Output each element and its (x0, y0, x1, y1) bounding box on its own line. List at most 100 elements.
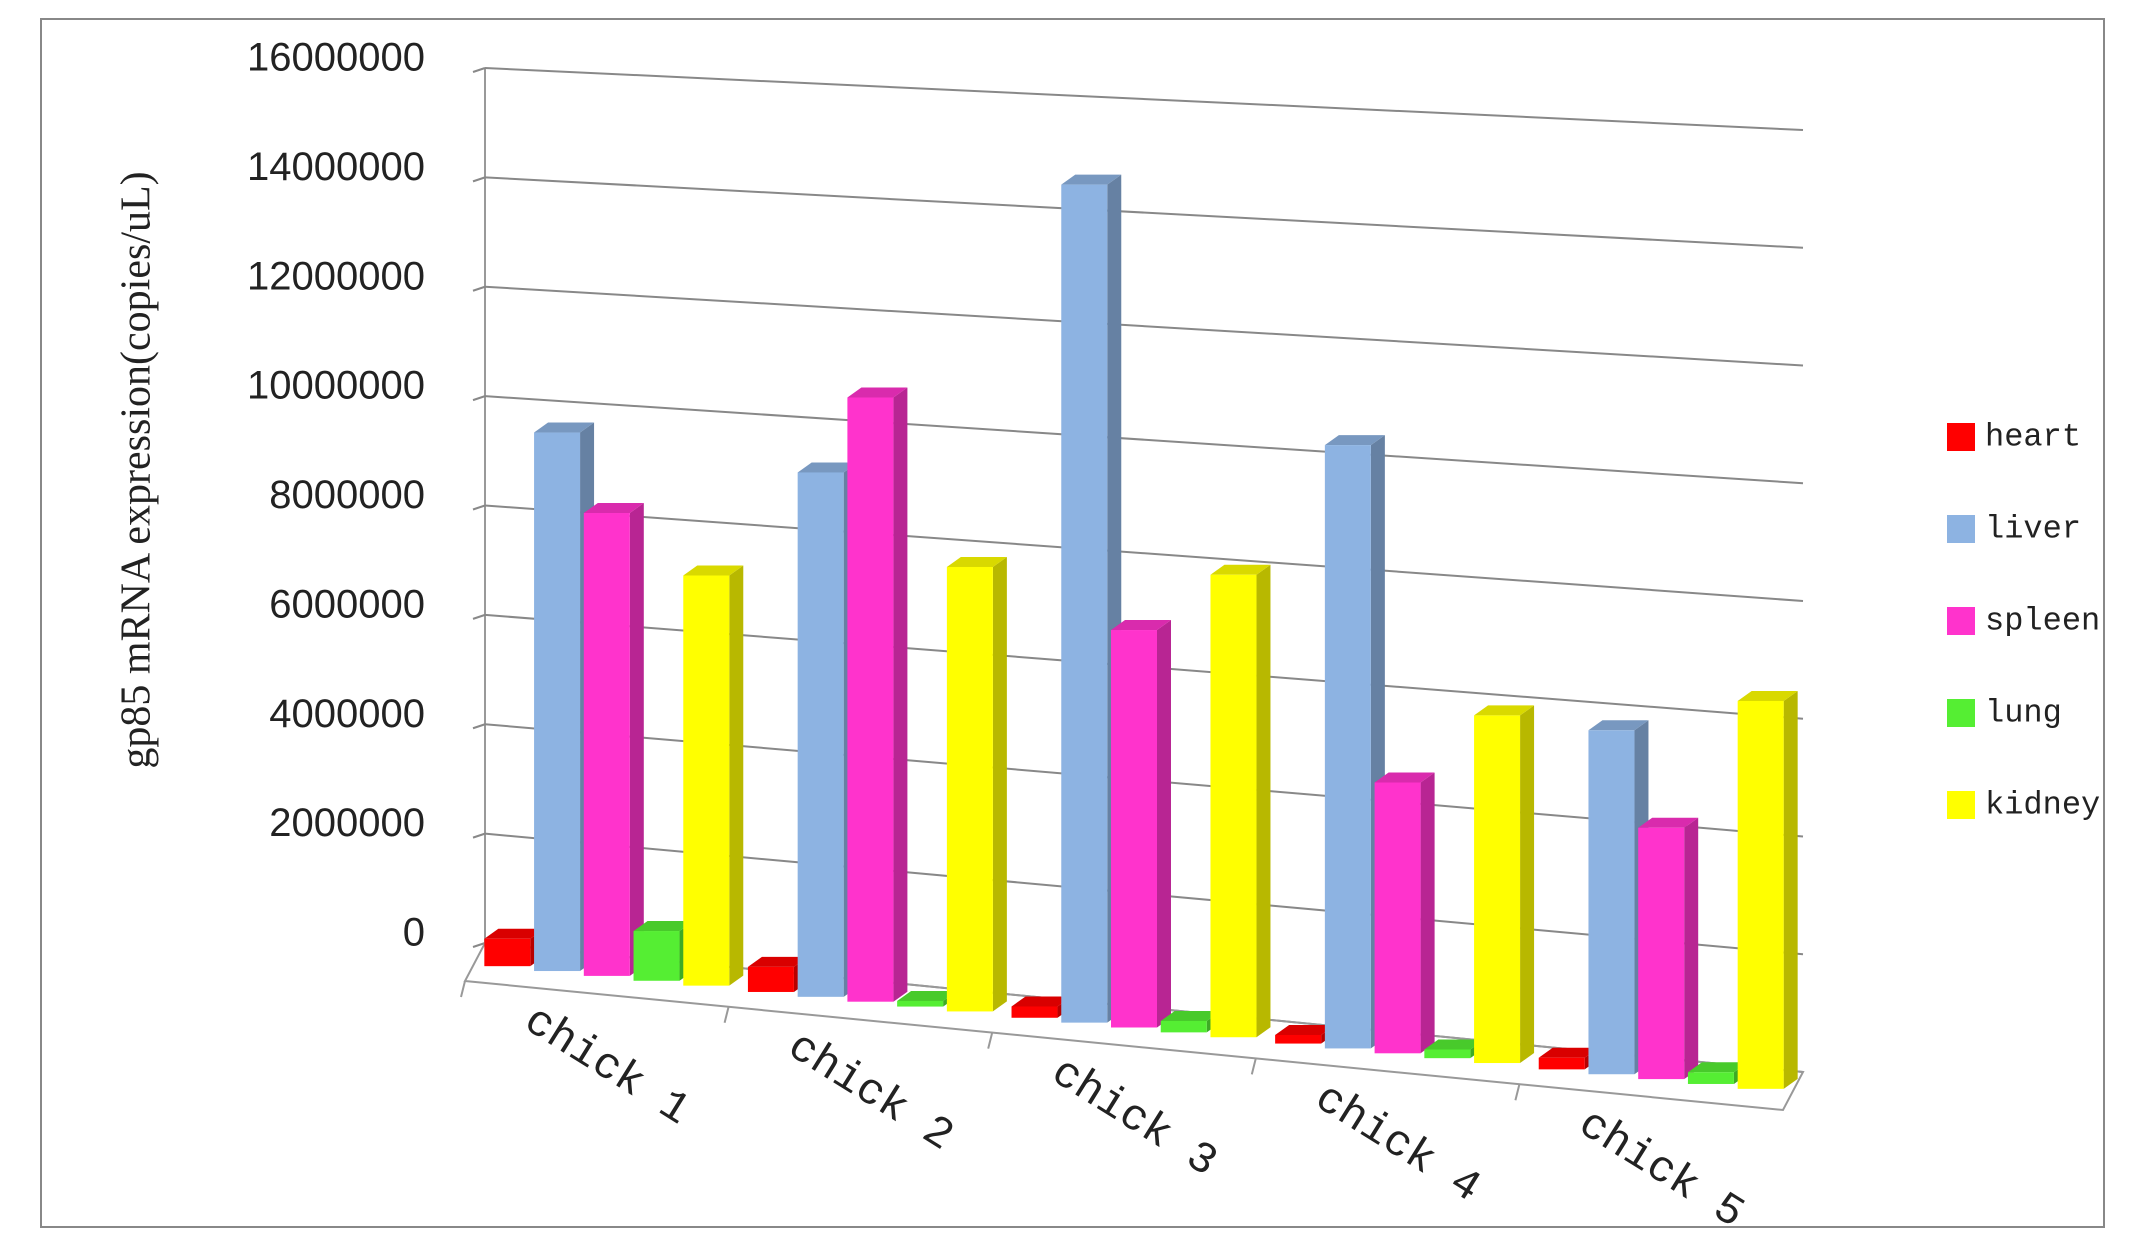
bar (1111, 620, 1171, 1028)
bar-top (683, 565, 744, 576)
bar-top (1275, 1024, 1336, 1035)
bar-front (1687, 1072, 1734, 1084)
bar-top (1424, 1039, 1485, 1050)
x-tick (1250, 1058, 1257, 1075)
bar (683, 565, 744, 986)
bar-front (484, 938, 531, 967)
legend-label: kidney (1985, 786, 2100, 823)
y-tick (472, 832, 486, 839)
legend-label: heart (1985, 418, 2081, 455)
y-tick (472, 395, 486, 402)
bar-front (1538, 1057, 1585, 1070)
bar-front (1160, 1020, 1207, 1033)
bar-front (1588, 730, 1635, 1075)
bar-top (897, 990, 958, 1001)
bar-front (1061, 184, 1108, 1023)
bar-side (1420, 772, 1435, 1054)
legend-swatch (1947, 699, 1975, 727)
y-tick (472, 285, 486, 292)
bar-top (534, 422, 595, 433)
legend-label: liver (1985, 510, 2081, 547)
bar-top (633, 921, 694, 932)
bar-side (1684, 817, 1699, 1080)
y-tick-label: 8000000 (269, 473, 425, 517)
bar-side (1520, 705, 1535, 1064)
bar-top (583, 503, 644, 514)
bar-top (847, 387, 908, 398)
bar-front (1638, 827, 1685, 1080)
bar-top (1687, 1062, 1748, 1073)
bar-top (1638, 817, 1699, 828)
bar (1324, 435, 1385, 1049)
bar-side (992, 556, 1007, 1012)
x-tick (987, 1032, 994, 1049)
bar-front (946, 566, 993, 1012)
x-tick (460, 980, 466, 998)
y-tick-label: 12000000 (247, 254, 425, 298)
grid-line (484, 285, 1804, 367)
y-axis-label: gp85 mRNA expression(copies/uL) (114, 171, 160, 768)
bar-top (1374, 772, 1435, 783)
bar-top (1160, 1010, 1221, 1021)
bar-side (629, 503, 644, 976)
bar (847, 387, 908, 1002)
legend-swatch (1947, 515, 1975, 543)
grid-line (484, 504, 1804, 602)
bar-top (1474, 705, 1535, 716)
bar (1474, 705, 1535, 1064)
bar-front (897, 1000, 944, 1007)
bar-top (1111, 620, 1171, 631)
bar-front (534, 432, 581, 972)
bar-front (797, 472, 844, 997)
y-tick (472, 176, 486, 183)
bar-top (747, 956, 808, 967)
bar-front (683, 575, 730, 986)
y-tick-label: 4000000 (269, 692, 425, 736)
bar-top (797, 462, 858, 473)
bar-front (1275, 1034, 1322, 1044)
legend-swatch (1947, 423, 1975, 451)
bar-front (1737, 700, 1784, 1089)
legend-label: lung (1985, 694, 2062, 731)
grid-line (484, 67, 1804, 131)
y-tick-label: 6000000 (269, 582, 425, 626)
bar-front (583, 513, 630, 976)
bar (1638, 817, 1699, 1080)
bar-top (1210, 564, 1271, 575)
bar-front (1210, 574, 1257, 1038)
bar-top (1737, 690, 1798, 701)
bar-front (1474, 715, 1521, 1064)
bar-top (484, 928, 545, 939)
grid-line (484, 395, 1804, 485)
bar (633, 921, 694, 981)
x-tick (1514, 1083, 1521, 1101)
y-tick (472, 67, 486, 73)
grid-line (484, 176, 1804, 249)
bar-front (1374, 782, 1421, 1054)
bar-top (1324, 435, 1385, 446)
bar-front (747, 966, 794, 992)
bar-front (1011, 1006, 1058, 1018)
y-tick (472, 942, 486, 948)
bar-side (893, 387, 908, 1002)
y-tick-label: 0 (403, 911, 425, 955)
bar-top (1538, 1047, 1599, 1058)
x-tick (723, 1006, 730, 1024)
y-tick (472, 504, 486, 511)
bar-side (1783, 690, 1798, 1089)
bar-front (633, 931, 680, 981)
y-tick (472, 723, 486, 730)
y-tick-label: 14000000 (247, 145, 425, 189)
bar-side (1157, 620, 1171, 1028)
bar-front (847, 397, 894, 1002)
y-tick-label: 10000000 (247, 364, 425, 408)
y-tick (472, 613, 486, 620)
legend-label: spleen (1985, 602, 2100, 639)
bar (1374, 772, 1435, 1054)
bar-top (946, 556, 1007, 567)
bar (946, 556, 1007, 1012)
legend-swatch (1947, 791, 1975, 819)
bar-front (1324, 445, 1371, 1049)
legend-swatch (1947, 607, 1975, 635)
